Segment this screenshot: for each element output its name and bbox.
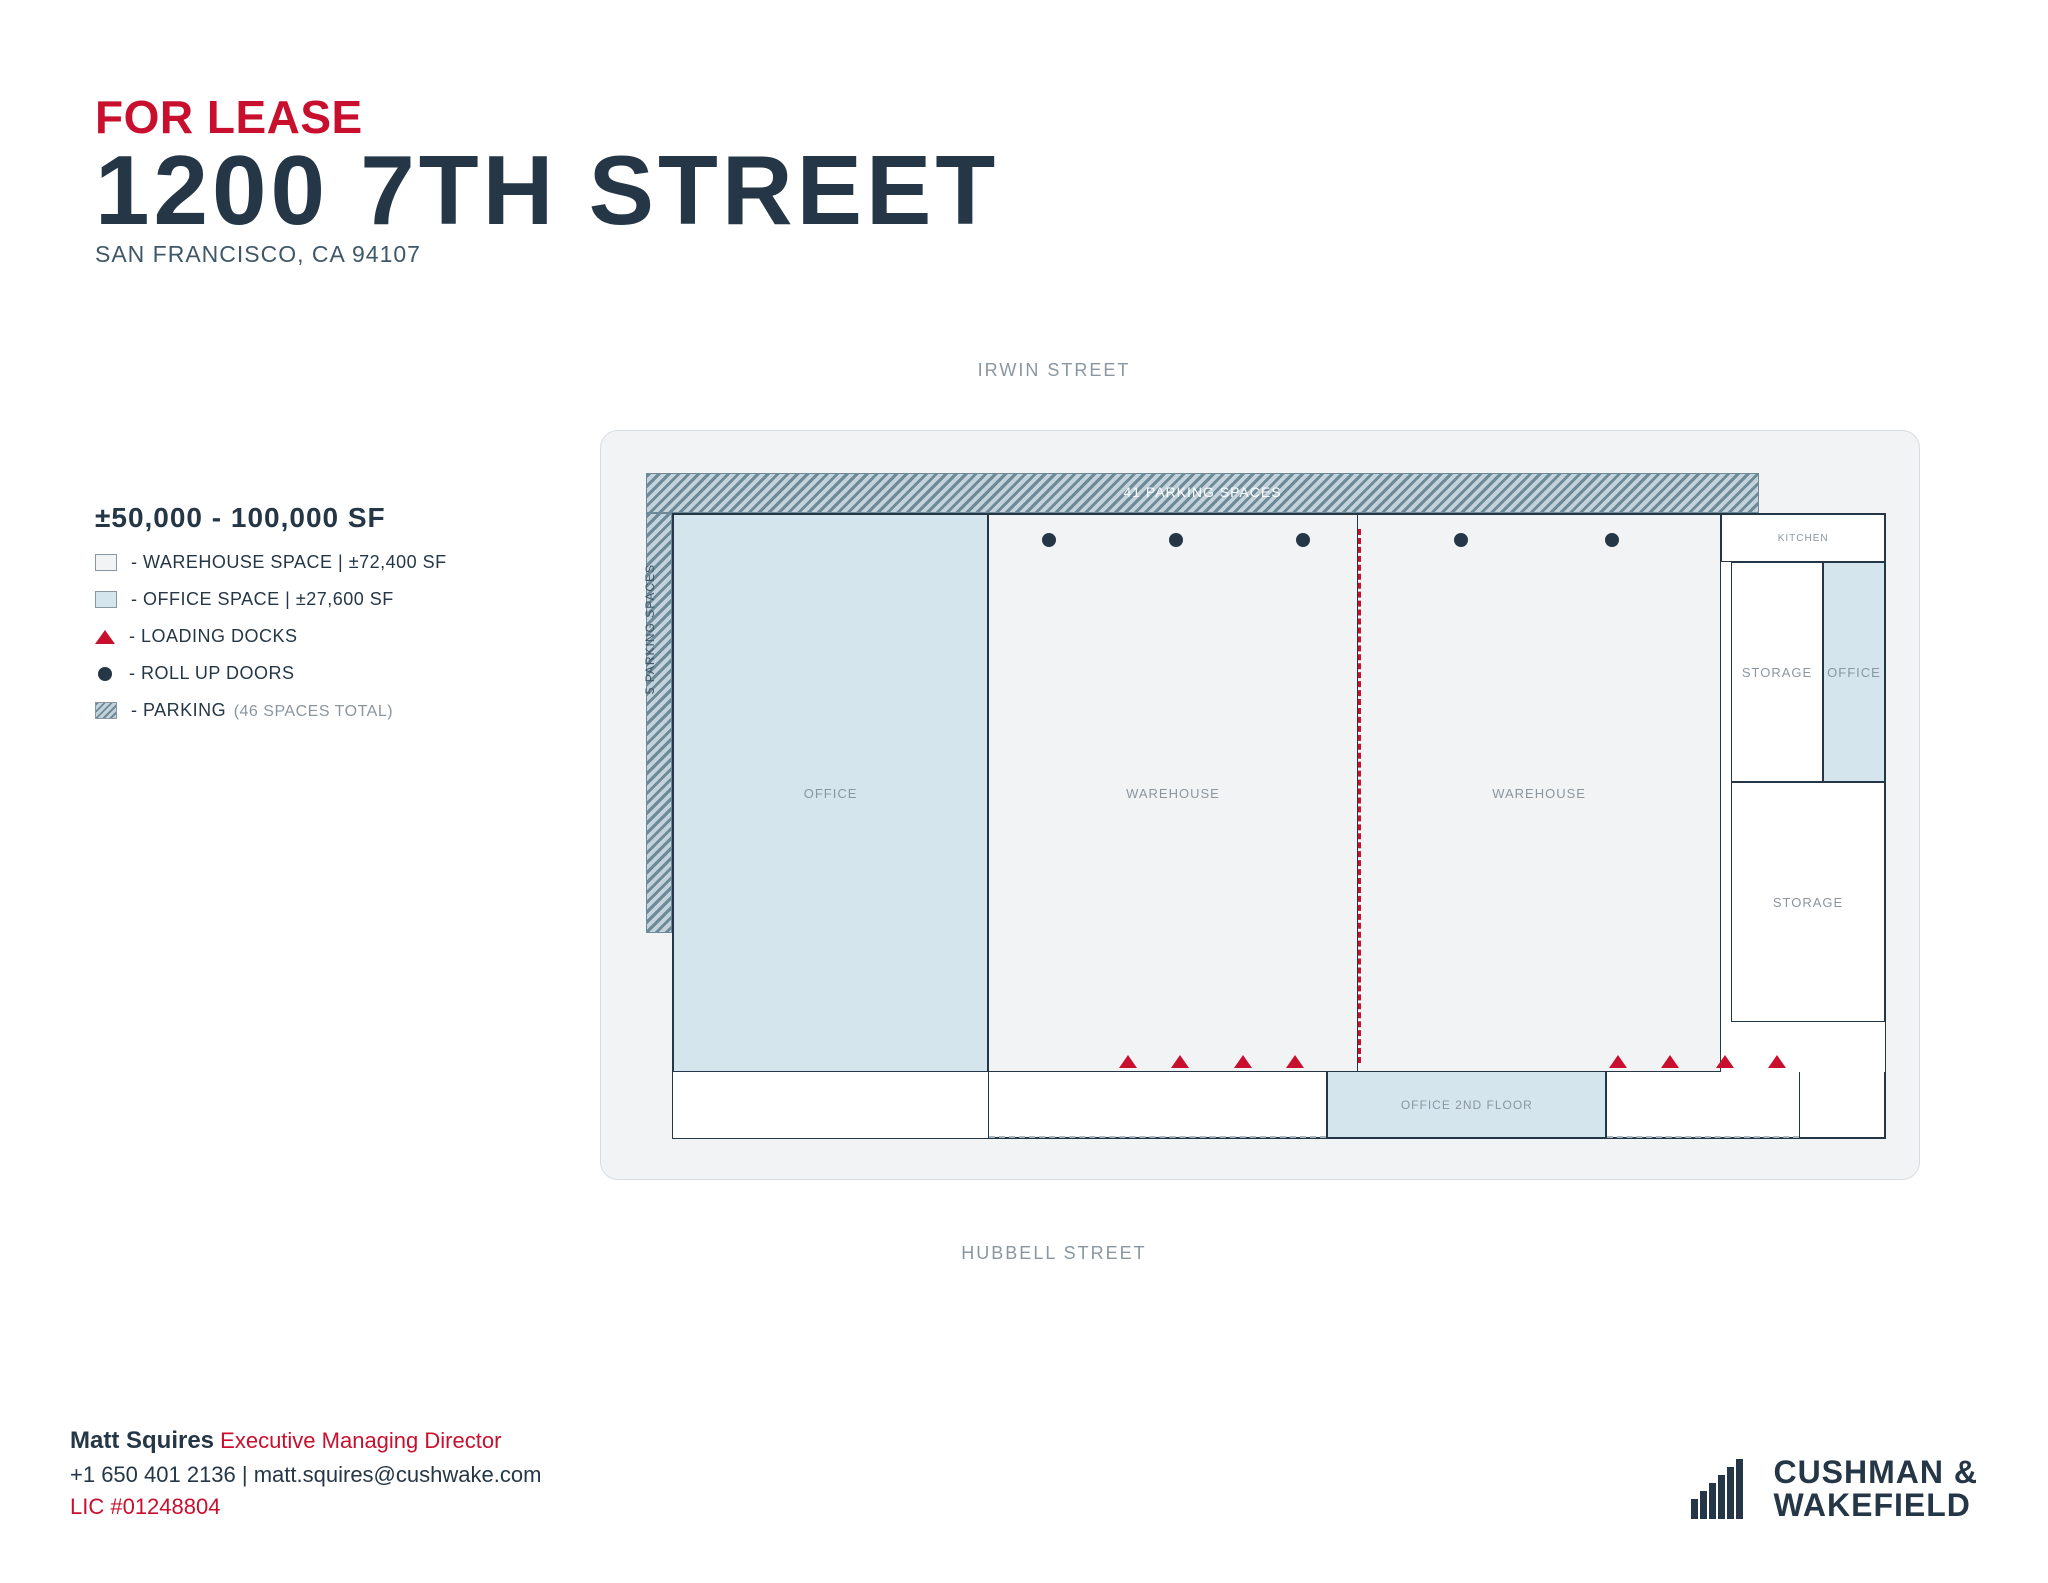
rollup-door [1296,533,1310,547]
swatch-office [95,591,117,608]
room-kitchen: KITCHEN [1721,514,1885,562]
contact-name: Matt Squires [70,1427,214,1454]
contact-license: LIC #01248804 [70,1491,541,1523]
contact-email: matt.squires@cushwake.com [254,1462,542,1487]
dock-bays-right [1606,1072,1800,1138]
swatch-warehouse [95,554,117,571]
room-storage-2: STORAGE [1731,782,1885,1022]
lot-outline: 41 PARKING SPACES 5 PARKING SPACES OFFIC… [600,430,1920,1180]
logo-text: CUSHMAN & WAKEFIELD [1773,1456,1978,1523]
logo-line-1: CUSHMAN & [1773,1456,1978,1490]
room-warehouse-1: WAREHOUSE [988,514,1358,1072]
room-office-2nd: OFFICE 2ND FLOOR [1327,1072,1606,1138]
logo-line-2: WAKEFIELD [1773,1489,1978,1523]
contact-block: Matt Squires Executive Managing Director… [70,1424,541,1523]
dock-bays-left [988,1072,1327,1138]
dash-edge [989,1136,1326,1138]
building: OFFICE WAREHOUSE WAREHOUSE KITCHEN STORA… [672,513,1886,1139]
property-city: SAN FRANCISCO, CA 94107 [95,241,1953,268]
dash-edge [1607,1136,1799,1138]
loading-dock [1171,1055,1189,1068]
parking-top-label: 41 PARKING SPACES [647,484,1758,500]
logo-icon [1689,1459,1759,1519]
footer: Matt Squires Executive Managing Director… [70,1424,1978,1523]
loading-dock [1768,1055,1786,1068]
hatch-icon [95,702,117,719]
room-warehouse-2: WAREHOUSE [1358,514,1722,1072]
company-logo: CUSHMAN & WAKEFIELD [1689,1456,1978,1523]
room-storage-1: STORAGE [1731,562,1823,782]
loading-dock [1119,1055,1137,1068]
rollup-door [1605,533,1619,547]
rollup-door [1169,533,1183,547]
loading-dock [1286,1055,1304,1068]
loading-dock [1609,1055,1627,1068]
dot-icon [98,667,112,681]
room-office-small: OFFICE [1823,562,1885,782]
site-plan: IRWIN STREET HUBBELL STREET 7TH STREET 4… [120,305,2048,1275]
loading-dock [1716,1055,1734,1068]
parking-left: 5 PARKING SPACES [646,513,672,933]
street-top: IRWIN STREET [120,360,1988,381]
rollup-door [1454,533,1468,547]
triangle-icon [95,630,115,644]
loading-dock [1661,1055,1679,1068]
rollup-door [1042,533,1056,547]
dock-bay-end [1800,1072,1885,1138]
loading-dock [1234,1055,1252,1068]
dashed-divider [1358,529,1361,1063]
room-office: OFFICE [673,514,988,1072]
header: FOR LEASE 1200 7TH STREET SAN FRANCISCO,… [95,90,1953,268]
contact-title: Executive Managing Director [220,1428,501,1453]
parking-left-label: 5 PARKING SPACES [643,564,669,694]
street-bottom: HUBBELL STREET [120,1243,1988,1264]
parking-top: 41 PARKING SPACES [646,473,1759,513]
contact-sep: | [236,1462,254,1487]
property-address: 1200 7TH STREET [95,134,1953,247]
contact-phone: +1 650 401 2136 [70,1462,236,1487]
